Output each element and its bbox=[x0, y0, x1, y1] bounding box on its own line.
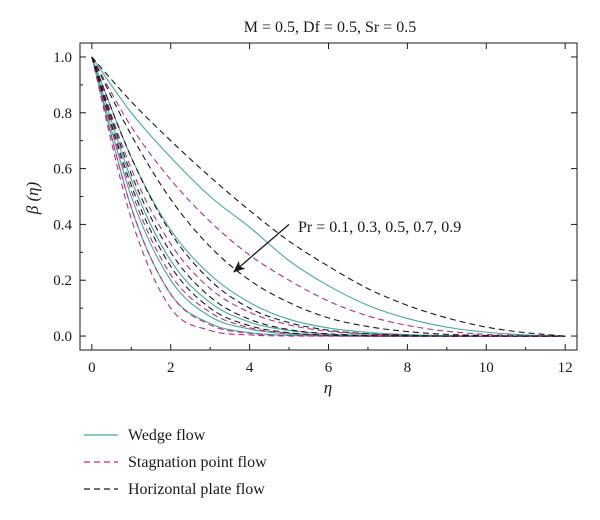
y-tick-label: 0.6 bbox=[53, 162, 72, 178]
plot-frame bbox=[79, 42, 578, 351]
series-line-wedge bbox=[91, 56, 566, 337]
annotation-text: Pr = 0.1, 0.3, 0.5, 0.7, 0.9 bbox=[298, 219, 461, 236]
series-line-wedge bbox=[91, 56, 566, 337]
legend-item-plate: Horizontal plate flow bbox=[84, 481, 265, 498]
series-line-plate bbox=[91, 56, 566, 337]
x-tick-label: 6 bbox=[325, 360, 333, 376]
x-axis-label: η bbox=[324, 378, 332, 397]
series-line-wedge bbox=[91, 56, 566, 337]
series-line-wedge bbox=[91, 56, 566, 337]
legend-item-stagnation: Stagnation point flow bbox=[84, 454, 267, 471]
series-line-plate bbox=[91, 56, 566, 337]
legend-label-plate: Horizontal plate flow bbox=[128, 481, 265, 498]
legend: Wedge flow Stagnation point flow Horizon… bbox=[84, 427, 267, 498]
x-tick-label: 8 bbox=[404, 360, 412, 376]
y-tick-label: 0.0 bbox=[53, 329, 72, 345]
x-tick-label: 0 bbox=[88, 360, 96, 376]
y-tick-label: 0.2 bbox=[53, 273, 72, 289]
legend-item-wedge: Wedge flow bbox=[84, 427, 206, 444]
series-line-plate bbox=[91, 56, 566, 337]
pr-direction-arrow bbox=[233, 223, 290, 273]
series-line-stagnation bbox=[91, 56, 566, 337]
series-line-stagnation bbox=[91, 56, 566, 337]
chart-title: M = 0.5, Df = 0.5, Sr = 0.5 bbox=[244, 19, 416, 36]
series-line-stagnation bbox=[91, 56, 566, 337]
series-line-plate bbox=[91, 56, 566, 337]
y-axis: 0.0 0.2 0.4 0.6 0.8 1.0 bbox=[53, 50, 577, 345]
series-line-stagnation bbox=[91, 56, 566, 337]
series-lines bbox=[91, 56, 566, 337]
x-tick-label: 12 bbox=[558, 360, 573, 376]
x-tick-label: 4 bbox=[246, 360, 254, 376]
x-tick-label: 2 bbox=[167, 360, 175, 376]
y-tick-label: 1.0 bbox=[53, 50, 72, 66]
series-line-stagnation bbox=[91, 56, 566, 337]
legend-label-stagnation: Stagnation point flow bbox=[128, 454, 267, 471]
series-line-plate bbox=[91, 56, 566, 337]
series-line-wedge bbox=[91, 56, 566, 337]
y-tick-label: 0.8 bbox=[53, 106, 72, 122]
x-axis: 0 2 4 6 8 10 12 bbox=[88, 43, 573, 376]
y-axis-label: β (η) bbox=[23, 181, 42, 215]
y-tick-label: 0.4 bbox=[53, 217, 72, 233]
x-tick-label: 10 bbox=[479, 360, 494, 376]
legend-label-wedge: Wedge flow bbox=[128, 427, 206, 444]
